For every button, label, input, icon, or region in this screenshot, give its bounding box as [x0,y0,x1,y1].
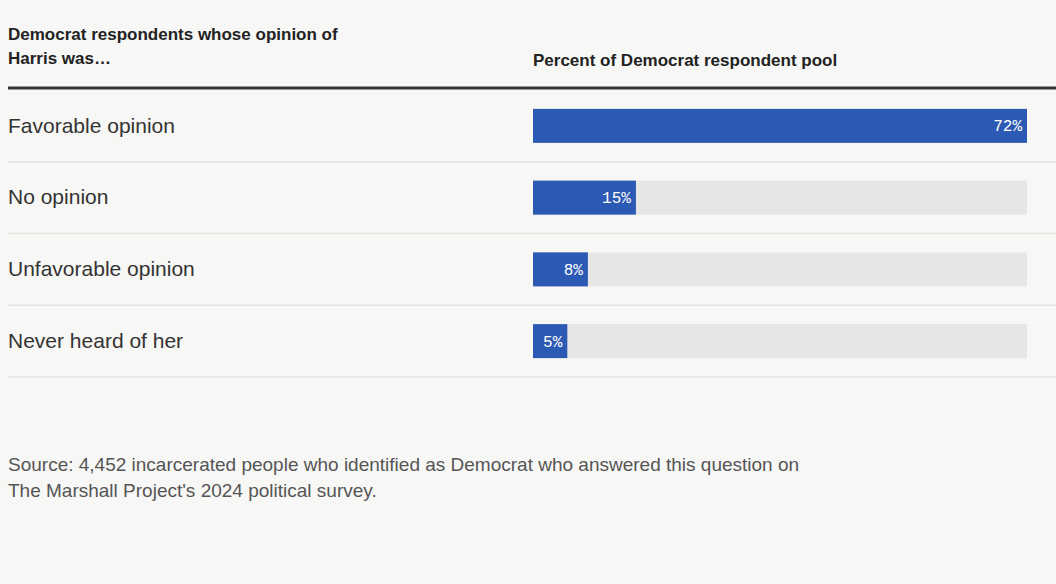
bars [533,109,1027,358]
source-line: Source: 4,452 incarcerated people who id… [8,454,799,475]
data-label: 72% [993,118,1022,136]
bar [533,109,1027,143]
category-tick: Favorable opinion [8,114,175,137]
category-tick: No opinion [8,185,108,208]
range-track [533,252,1027,286]
category-tick: Never heard of her [8,329,183,352]
category-label: Unfavorable opinion [8,257,195,280]
tracks [533,109,1027,358]
range-track [533,181,1027,215]
row-separator [8,161,1056,163]
chart-svg: Democrat respondents whose opinion of Har… [0,0,1056,584]
category-label: No opinion [8,185,108,208]
chart-container: Democrat respondents whose opinion of Har… [0,0,1056,584]
category-tick: Unfavorable opinion [8,257,195,280]
data-label: 5% [543,334,563,352]
category-label: Favorable opinion [8,114,175,137]
range-track [533,109,1027,143]
row-separator [8,233,1056,235]
data-labels: 72% 15% 8% 5% [543,118,1022,351]
bar [533,181,636,215]
header-rule [8,87,1056,90]
source-line: The Marshall Project's 2024 political su… [8,480,377,501]
bar [533,252,588,286]
y-label: Democrat respondents whose opinion of Har… [8,25,338,68]
x-label: Percent of Democrat respondent pool [533,51,837,70]
y-label-line: Harris was… [8,49,111,68]
data-label: 15% [602,190,631,208]
row-separator [8,376,1056,378]
row-separator [8,305,1056,307]
data-label: 8% [564,262,584,280]
category-label: Never heard of her [8,329,183,352]
category-axis: Favorable opinion No opinion Unfavorable o… [8,114,195,352]
bar [533,324,567,358]
row-separators [8,162,1056,377]
source-note: Source: 4,452 incarcerated people who id… [8,454,799,501]
range-track [533,324,1027,358]
y-label-line: Democrat respondents whose opinion of [8,25,338,44]
